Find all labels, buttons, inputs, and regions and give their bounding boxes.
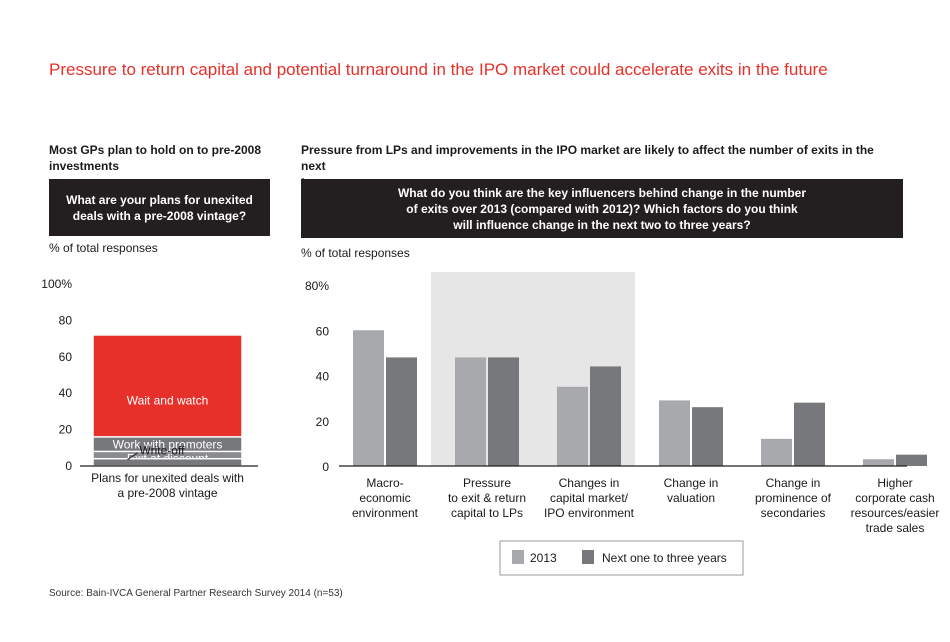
left-ytick-label: 20	[59, 423, 73, 437]
left-question-box: What are your plans for unexited deals w…	[49, 179, 270, 236]
right-category-label: Higher	[877, 476, 912, 490]
bar-series-2	[896, 454, 927, 466]
legend-label: 2013	[530, 551, 557, 565]
bar-series-1	[761, 438, 792, 466]
right-category-label: to exit & return	[448, 491, 526, 505]
right-category-label: Change in	[664, 476, 719, 490]
left-ytick-label: 80	[59, 313, 73, 327]
bar-series-1	[455, 357, 486, 466]
left-subtitle: Most GPs plan to hold on to pre-2008 inv…	[49, 142, 289, 174]
source-note: Source: Bain-IVCA General Partner Resear…	[49, 588, 343, 599]
segment-label: Work with promoters	[113, 437, 223, 451]
right-category-label: Change in	[766, 476, 821, 490]
legend-swatch	[512, 550, 524, 564]
right-ylabel: % of total responses	[301, 246, 410, 260]
legend-swatch	[582, 550, 594, 564]
right-ytick-label: 20	[316, 415, 330, 429]
segment-label: Write-off	[140, 444, 186, 458]
right-question-box: What do you think are the key influencer…	[301, 179, 903, 238]
legend-label: Next one to three years	[602, 551, 727, 565]
right-category-label: Changes in	[559, 476, 620, 490]
right-ytick-label: 80%	[305, 279, 329, 293]
right-category-label: secondaries	[761, 506, 826, 520]
right-category-label: trade sales	[866, 521, 925, 535]
right-question-line-2: of exits over 2013 (compared with 2012)?…	[406, 201, 798, 216]
right-ytick-label: 0	[322, 460, 329, 474]
left-subtitle-line-2: investments	[49, 159, 120, 173]
bar-series-1	[659, 400, 690, 466]
right-category-label: environment	[352, 506, 419, 520]
segment-leader-line	[127, 452, 138, 461]
left-category-label: Plans for unexited deals with	[91, 471, 244, 485]
left-ytick-label: 40	[59, 386, 73, 400]
bar-series-1	[863, 459, 894, 466]
left-question-line-2: deals with a pre-2008 vintage?	[72, 208, 247, 223]
right-question-line-3: will influence change in the next two to…	[453, 217, 751, 232]
right-category-label: resources/easier	[851, 506, 940, 520]
legend-box	[499, 540, 744, 576]
left-ylabel: % of total responses	[49, 241, 158, 255]
right-ytick-label: 60	[316, 324, 330, 338]
right-category-label: corporate cash	[855, 491, 934, 505]
right-question-line-1: What do you think are the key influencer…	[397, 185, 807, 200]
bar-series-2	[794, 402, 825, 466]
left-ytick-label: 100%	[41, 277, 72, 291]
right-category-label: valuation	[667, 491, 715, 505]
page-title: Pressure to return capital and potential…	[49, 60, 828, 79]
left-subtitle-line-1: Most GPs plan to hold on to pre-2008	[49, 143, 262, 157]
bar-series-1	[557, 386, 588, 466]
right-category-label: capital market/	[550, 491, 629, 505]
right-category-label: economic	[359, 491, 410, 505]
left-ytick-label: 0	[65, 459, 72, 473]
left-ytick-label: 60	[59, 350, 73, 364]
bar-series-2	[590, 366, 621, 466]
bar-series-2	[386, 357, 417, 466]
right-category-label: prominence of	[755, 491, 832, 505]
left-question-line-1: What are your plans for unexited	[66, 192, 253, 207]
right-category-label: capital to LPs	[451, 506, 523, 520]
segment-label: Wait and watch	[127, 393, 209, 407]
right-ytick-label: 40	[316, 370, 330, 384]
left-category-label: a pre-2008 vintage	[117, 486, 217, 500]
stack-segment	[92, 457, 243, 467]
right-subtitle-line-1: Pressure from LPs and improvements in th…	[301, 143, 874, 173]
right-category-label: IPO environment	[544, 506, 635, 520]
right-category-label: Macro-	[366, 476, 403, 490]
bar-series-1	[353, 330, 384, 466]
right-category-label: Pressure	[463, 476, 511, 490]
bar-series-2	[488, 357, 519, 466]
bar-series-2	[692, 407, 723, 466]
